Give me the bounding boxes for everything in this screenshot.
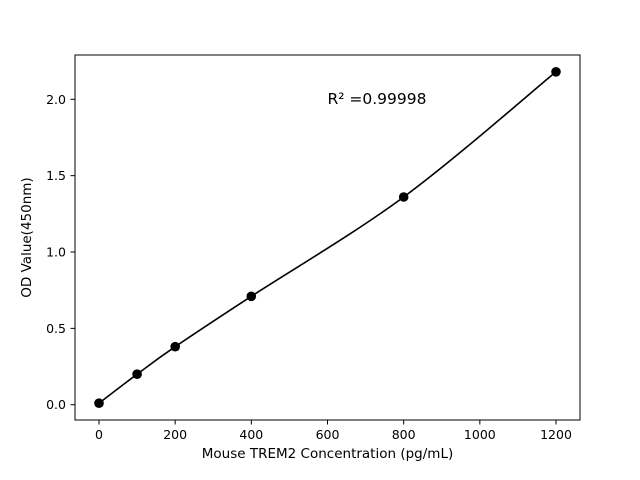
x-axis-label: Mouse TREM2 Concentration (pg/mL) <box>202 446 453 462</box>
y-tick-label: 1.5 <box>46 168 66 183</box>
data-point <box>551 67 561 77</box>
x-tick-label: 1200 <box>540 427 572 442</box>
y-tick-label: 0.0 <box>46 397 66 412</box>
plot-border <box>74 54 581 421</box>
x-tick-label: 400 <box>239 427 263 442</box>
y-tick-label: 2.0 <box>46 92 66 107</box>
x-tick-label: 800 <box>392 427 416 442</box>
data-point <box>94 398 104 409</box>
fit-line <box>98 71 557 404</box>
x-tick-label: 200 <box>163 427 187 442</box>
x-tick-label: 600 <box>316 427 340 442</box>
y-tick-label: 1.0 <box>46 245 66 260</box>
data-point <box>246 291 257 302</box>
r-squared-annotation: R² =0.99998 <box>328 90 427 108</box>
y-axis-label: OD Value(450nm) <box>19 177 35 297</box>
data-point <box>132 369 142 380</box>
x-tick-label: 1000 <box>464 427 496 442</box>
x-tick-label: 0 <box>95 427 103 442</box>
data-point <box>170 341 180 352</box>
y-tick-label: 0.5 <box>46 321 66 336</box>
data-point <box>398 192 409 202</box>
